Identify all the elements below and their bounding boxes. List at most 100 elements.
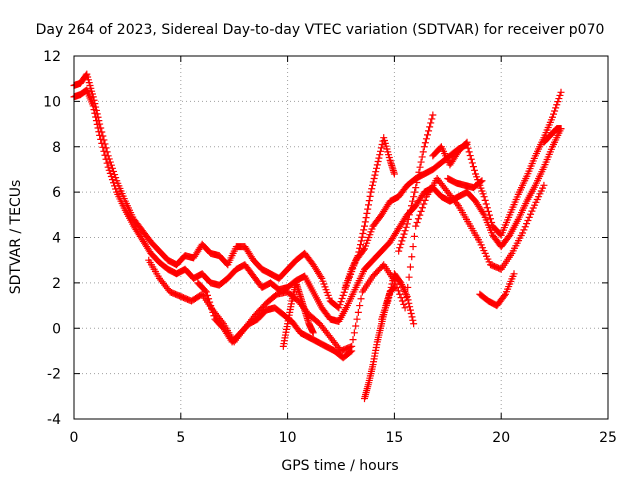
data-point bbox=[352, 322, 360, 330]
data-point bbox=[520, 226, 528, 234]
data-point bbox=[378, 140, 386, 148]
data-point bbox=[410, 320, 418, 328]
x-tick-label: 0 bbox=[70, 430, 79, 446]
data-point bbox=[408, 313, 416, 321]
data-point bbox=[108, 176, 116, 184]
data-point bbox=[408, 253, 416, 261]
data-point bbox=[477, 178, 485, 186]
data-point bbox=[426, 123, 434, 131]
data-point bbox=[551, 107, 559, 115]
data-point bbox=[347, 348, 355, 356]
grid bbox=[74, 56, 608, 419]
data-point bbox=[335, 304, 343, 312]
data-point bbox=[398, 237, 406, 245]
data-series-3 bbox=[145, 175, 548, 355]
y-axis-label: SDTVAR / TECUs bbox=[8, 180, 24, 295]
data-series-4 bbox=[194, 279, 356, 362]
data-point bbox=[467, 155, 475, 163]
data-point bbox=[418, 204, 426, 212]
data-point bbox=[373, 161, 381, 169]
data-point bbox=[350, 329, 358, 337]
data-point bbox=[111, 182, 119, 190]
data-point bbox=[553, 101, 561, 109]
data-series-10 bbox=[429, 138, 471, 169]
data-point bbox=[424, 131, 432, 139]
data-point bbox=[371, 171, 379, 179]
data-point bbox=[377, 147, 385, 155]
data-point bbox=[414, 173, 422, 181]
data-point bbox=[510, 270, 518, 278]
data-points bbox=[70, 70, 565, 403]
data-point bbox=[421, 139, 429, 147]
data-point bbox=[100, 147, 108, 155]
data-point bbox=[412, 222, 420, 230]
data-point bbox=[462, 139, 470, 147]
x-axis-label: GPS time / hours bbox=[281, 458, 398, 474]
data-point bbox=[349, 262, 357, 270]
data-point bbox=[484, 207, 492, 215]
data-point bbox=[365, 201, 373, 209]
data-point bbox=[92, 113, 100, 121]
data-point bbox=[481, 196, 489, 204]
data-point bbox=[525, 213, 533, 221]
data-point bbox=[471, 166, 478, 174]
x-tick-label: 20 bbox=[492, 430, 510, 446]
data-point bbox=[413, 178, 421, 186]
data-point bbox=[373, 164, 381, 172]
data-point bbox=[390, 170, 398, 178]
data-point bbox=[388, 280, 396, 288]
data-point bbox=[359, 246, 367, 254]
data-point bbox=[349, 336, 357, 344]
data-point bbox=[354, 252, 362, 260]
data-point bbox=[401, 304, 409, 312]
data-point bbox=[396, 290, 404, 298]
data-point bbox=[386, 287, 394, 295]
data-point bbox=[429, 111, 437, 119]
data-point bbox=[397, 240, 405, 248]
data-point bbox=[395, 247, 403, 255]
data-point bbox=[398, 282, 406, 290]
data-point bbox=[99, 143, 107, 151]
data-point bbox=[360, 222, 368, 230]
data-point bbox=[398, 281, 406, 289]
data-point bbox=[540, 181, 548, 189]
data-point bbox=[359, 230, 367, 238]
data-series-7 bbox=[341, 134, 398, 291]
data-point bbox=[425, 127, 433, 135]
data-point bbox=[207, 302, 215, 310]
data-point bbox=[309, 329, 317, 337]
y-tick-label: 2 bbox=[52, 276, 61, 292]
data-point bbox=[368, 185, 376, 193]
data-point bbox=[376, 151, 384, 159]
data-point bbox=[210, 312, 218, 320]
data-point bbox=[415, 168, 423, 176]
data-point bbox=[204, 291, 211, 299]
data-point bbox=[101, 151, 109, 159]
data-point bbox=[209, 308, 217, 316]
data-point bbox=[400, 230, 408, 238]
data-point bbox=[394, 287, 402, 295]
x-tick-label: 5 bbox=[176, 430, 185, 446]
data-point bbox=[351, 258, 359, 266]
data-point bbox=[557, 125, 565, 133]
data-point bbox=[453, 200, 461, 208]
data-point bbox=[406, 206, 414, 214]
data-point bbox=[527, 210, 535, 218]
data-point bbox=[550, 110, 558, 118]
data-point bbox=[364, 205, 372, 213]
data-point bbox=[404, 215, 412, 223]
data-point bbox=[428, 115, 436, 123]
data-point bbox=[427, 119, 435, 127]
data-point bbox=[358, 233, 366, 241]
data-point bbox=[98, 139, 106, 147]
data-series-8 bbox=[378, 270, 418, 328]
data-point bbox=[206, 298, 214, 306]
data-series-2 bbox=[70, 86, 565, 325]
data-point bbox=[208, 305, 216, 313]
data-point bbox=[362, 214, 370, 222]
data-point bbox=[361, 218, 369, 226]
axis-ticks bbox=[73, 55, 609, 420]
data-point bbox=[93, 120, 101, 128]
y-tick-label: 8 bbox=[52, 140, 61, 156]
